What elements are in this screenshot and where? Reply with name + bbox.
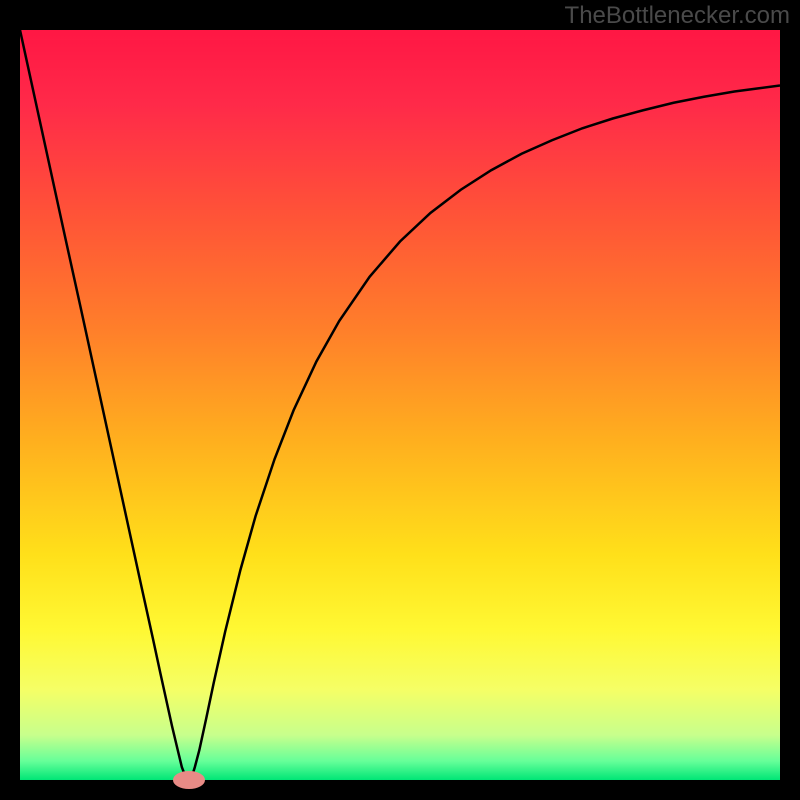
watermark-text: TheBottlenecker.com bbox=[565, 2, 790, 30]
optimal-point-marker bbox=[173, 771, 205, 789]
bottleneck-curve bbox=[20, 30, 780, 780]
chart-container: TheBottlenecker.com bbox=[0, 0, 800, 800]
plot-area bbox=[20, 30, 780, 780]
